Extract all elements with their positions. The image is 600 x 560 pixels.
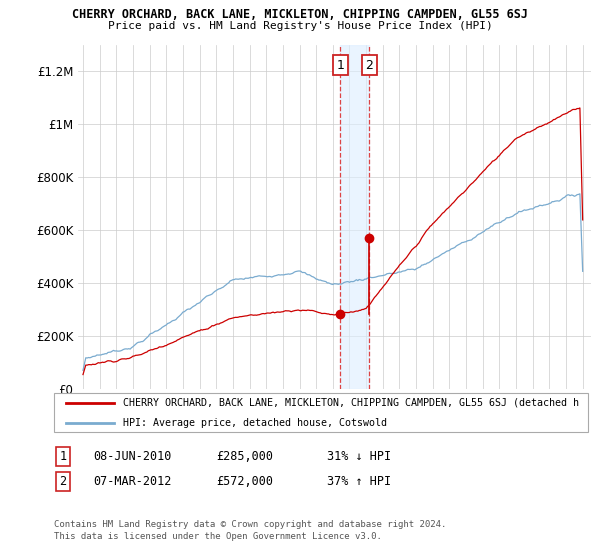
Text: HPI: Average price, detached house, Cotswold: HPI: Average price, detached house, Cots… <box>123 418 387 428</box>
Text: £285,000: £285,000 <box>216 450 273 463</box>
Text: 2: 2 <box>59 475 67 488</box>
Text: This data is licensed under the Open Government Licence v3.0.: This data is licensed under the Open Gov… <box>54 532 382 541</box>
Bar <box>340 45 369 389</box>
Text: 1: 1 <box>59 450 67 463</box>
Text: 1: 1 <box>336 59 344 72</box>
Text: Price paid vs. HM Land Registry's House Price Index (HPI): Price paid vs. HM Land Registry's House … <box>107 21 493 31</box>
Text: 2: 2 <box>365 59 373 72</box>
Text: £572,000: £572,000 <box>216 475 273 488</box>
Text: CHERRY ORCHARD, BACK LANE, MICKLETON, CHIPPING CAMPDEN, GL55 6SJ (detached h: CHERRY ORCHARD, BACK LANE, MICKLETON, CH… <box>123 398 579 408</box>
Text: CHERRY ORCHARD, BACK LANE, MICKLETON, CHIPPING CAMPDEN, GL55 6SJ: CHERRY ORCHARD, BACK LANE, MICKLETON, CH… <box>72 8 528 21</box>
Text: 31% ↓ HPI: 31% ↓ HPI <box>327 450 391 463</box>
Text: 07-MAR-2012: 07-MAR-2012 <box>93 475 172 488</box>
Text: Contains HM Land Registry data © Crown copyright and database right 2024.: Contains HM Land Registry data © Crown c… <box>54 520 446 529</box>
Text: 37% ↑ HPI: 37% ↑ HPI <box>327 475 391 488</box>
Text: 08-JUN-2010: 08-JUN-2010 <box>93 450 172 463</box>
